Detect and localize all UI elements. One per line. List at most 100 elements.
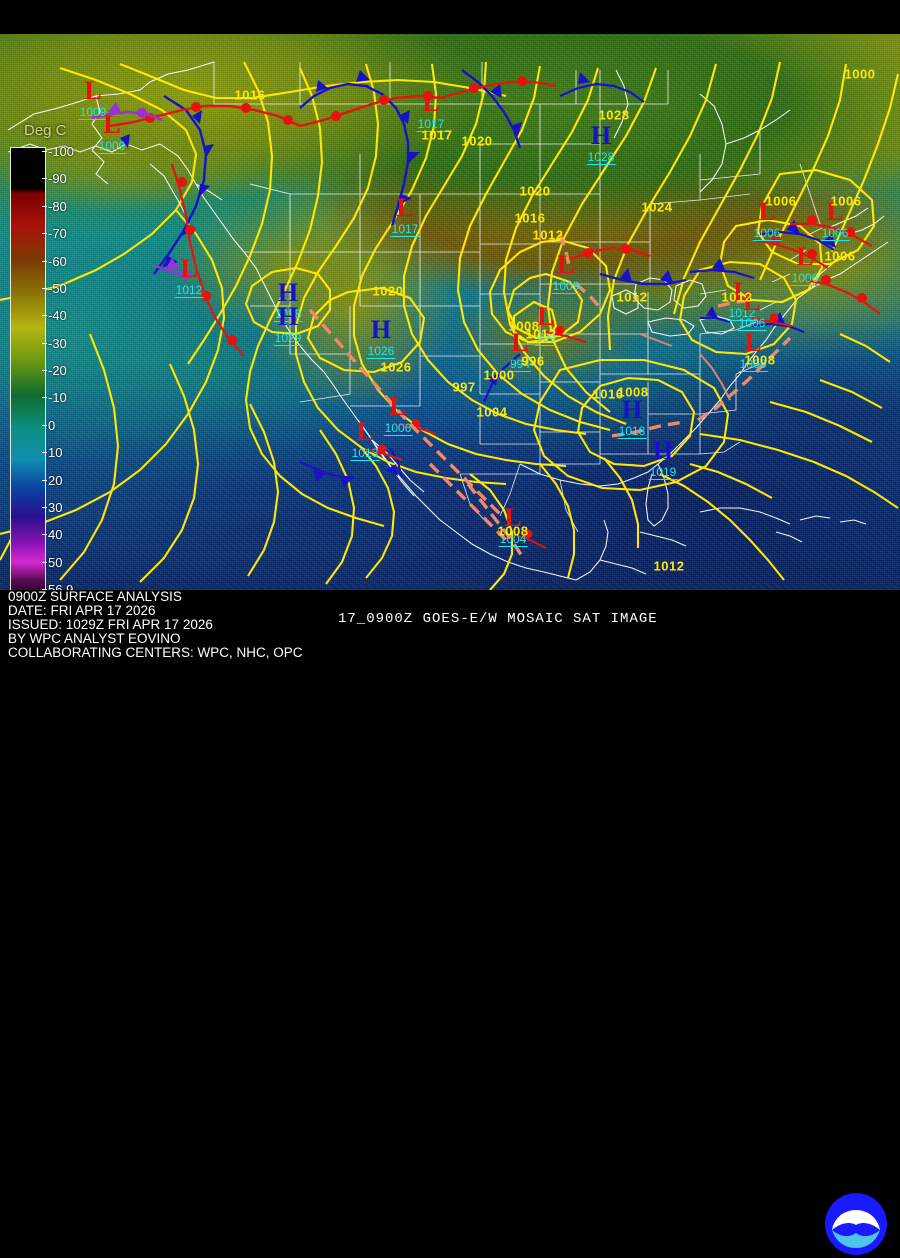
colorbar-tick: -40: [42, 308, 67, 323]
cold-fronts: [120, 69, 836, 488]
isobar-label: 996: [521, 353, 545, 369]
warm-fronts: [109, 76, 881, 549]
low-glyph: L: [84, 76, 102, 105]
pressure-value: 1004: [498, 532, 528, 547]
pressure-value: 999: [534, 331, 558, 346]
isobar-label: 1006: [824, 248, 856, 264]
low-glyph: L: [733, 277, 751, 306]
high-glyph: H: [277, 302, 299, 331]
colorbar-tick: -70: [42, 226, 67, 241]
high-pressure-center[interactable]: H 1028: [586, 123, 616, 166]
isobar-label: 1008: [617, 384, 649, 400]
colorbar-tick: 50: [41, 555, 63, 570]
high-pressure-center[interactable]: H 1028: [273, 278, 303, 323]
colorbar-tick: -50: [42, 281, 67, 296]
stationary-fronts: [308, 233, 792, 557]
weather-map-page: L 1009 L 1017 H 1028 L 1017 H 1028 H 1029 H 1026 L 1009…: [0, 34, 900, 1255]
pressure-value: 1017: [416, 117, 446, 132]
isobar-label: 1012: [721, 289, 753, 305]
colorbar-tick: -20: [42, 363, 67, 378]
pressure-value: 1012: [727, 306, 757, 321]
low-pressure-center[interactable]: L 1006: [820, 197, 850, 242]
colorbar-tick: -80: [42, 199, 67, 214]
high-pressure-center[interactable]: H 1018: [617, 395, 647, 440]
ir-satellite-cold-overlay: [0, 34, 900, 590]
footer-date-line: DATE: FRI APR 17 2026: [8, 603, 156, 618]
ir-satellite-pixel-texture: [0, 34, 900, 590]
isobar-label: 1008: [508, 318, 540, 334]
colorbar-tick: 30: [41, 500, 63, 515]
pressure-value: 1006: [737, 316, 767, 331]
product-footer: 0900Z SURFACE ANALYSIS DATE: FRI APR 17 …: [0, 589, 900, 1255]
colorbar-tick: -60: [42, 254, 67, 269]
colorbar-tick: -100: [41, 144, 75, 159]
low-pressure-center[interactable]: L 1008: [738, 328, 768, 373]
pressure-value: 1028: [273, 307, 303, 322]
isobar-label: 1008: [744, 352, 776, 368]
low-glyph: L: [826, 197, 844, 226]
isobar-label: 1020: [461, 133, 493, 149]
isobar-label: 1012: [525, 326, 557, 342]
state-boundaries: [213, 62, 823, 533]
low-glyph: L: [537, 302, 555, 331]
low-pressure-center[interactable]: L 1004: [498, 505, 528, 548]
low-pressure-center[interactable]: L 1006: [383, 392, 413, 437]
isobar-label: 1026: [380, 359, 412, 375]
low-pressure-center[interactable]: L 1006: [737, 287, 767, 332]
high-glyph: H: [277, 278, 299, 307]
colorbar-tick: -90: [42, 171, 67, 186]
pressure-value: 1009: [551, 279, 581, 294]
low-pressure-center[interactable]: L 1017: [416, 88, 446, 133]
high-pressure-center[interactable]: H 1019: [648, 438, 678, 481]
colorbar-gradient: [10, 147, 46, 590]
low-pressure-center[interactable]: L 994: [508, 330, 532, 373]
low-pressure-center[interactable]: L 1012: [174, 256, 204, 299]
low-glyph: L: [743, 287, 761, 316]
satellite-map-canvas[interactable]: L 1009 L 1017 H 1028 L 1017 H 1028 H 1029 H 1026 L 1009…: [0, 34, 900, 590]
low-pressure-center[interactable]: L 1013: [350, 417, 380, 462]
low-pressure-center[interactable]: L 1009: [551, 250, 581, 295]
footer-issued-line: ISSUED: 1029Z FRI APR 17 2026: [8, 617, 213, 632]
low-pressure-center[interactable]: L 1017: [390, 193, 420, 238]
isobar-label: 1020: [519, 183, 551, 199]
low-pressure-center[interactable]: L 1012: [727, 277, 757, 322]
high-pressure-center[interactable]: H 1029: [273, 302, 303, 347]
isobar-label: 1008: [497, 523, 529, 539]
temperature-colorbar[interactable]: -100 -90 -80 -70 -60 -50 -40 -30 -20 -10 0 10 20 30 40…: [10, 145, 74, 590]
low-pressure-center[interactable]: L 1006: [790, 244, 820, 287]
occluded-front: [91, 102, 191, 280]
pressure-value: 1029: [273, 331, 303, 346]
isobar-label: 1024: [641, 199, 673, 215]
satellite-source-caption: 17_0900Z GOES-E/W MOSAIC SAT IMAGE: [338, 611, 658, 627]
pressure-value: 1006: [752, 226, 782, 241]
colorbar-tick: -10: [42, 390, 67, 405]
low-pressure-center[interactable]: L 999: [534, 302, 558, 347]
low-glyph: L: [356, 417, 374, 446]
isobar-label: 1006: [765, 193, 797, 209]
low-glyph: L: [389, 392, 407, 421]
low-glyph: L: [758, 197, 776, 226]
low-glyph: L: [422, 88, 440, 117]
high-pressure-center[interactable]: H 1026: [366, 317, 396, 360]
isobar-label: 1012: [532, 227, 564, 243]
isobar-label: 1016: [514, 210, 546, 226]
low-glyph: L: [557, 250, 575, 279]
colorbar-tick: 0: [41, 418, 56, 433]
low-pressure-center[interactable]: L 1009: [97, 112, 127, 155]
pressure-value: 1008: [738, 357, 768, 372]
pressure-value: 1006: [383, 421, 413, 436]
footer-title-line: 0900Z SURFACE ANALYSIS: [8, 589, 182, 604]
low-glyph: L: [396, 193, 414, 222]
low-glyph: L: [744, 328, 762, 357]
isobar-label: 1016: [592, 386, 624, 402]
isobar-label: 1017: [421, 127, 453, 143]
trough-lines: [639, 333, 731, 401]
high-glyph: H: [621, 395, 643, 424]
low-pressure-center[interactable]: L 1006: [752, 197, 782, 242]
low-pressure-center[interactable]: L 1009: [78, 76, 108, 121]
footer-analyst-line: BY WPC ANALYST EOVINO: [8, 631, 181, 646]
pressure-value: 1026: [366, 344, 396, 359]
isobar-label: 1012: [616, 289, 648, 305]
colorbar-tick: 56.9: [41, 583, 73, 590]
pressure-value: 1009: [78, 105, 108, 120]
